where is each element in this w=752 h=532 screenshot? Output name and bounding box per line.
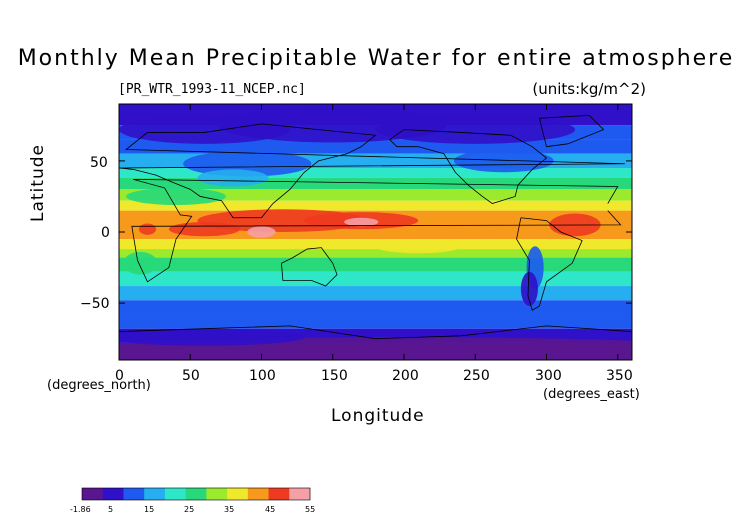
colorbar-swatch xyxy=(164,488,187,500)
colorbar-label: 35 xyxy=(224,505,235,514)
coastline xyxy=(389,129,548,204)
heatmap-region xyxy=(197,169,269,187)
heatmap-region xyxy=(520,271,538,306)
colorbar-label: 25 xyxy=(184,505,195,514)
colorbar-label: 5 xyxy=(108,505,114,514)
lat-band xyxy=(119,168,632,178)
lat-band xyxy=(119,314,632,329)
colorbar-swatch xyxy=(289,488,311,500)
file-label: [PR_WTR_1993-11_NCEP.nc] xyxy=(118,82,306,97)
coastline xyxy=(281,247,338,287)
colorbar-swatch xyxy=(268,488,290,500)
colorbar-swatch xyxy=(123,488,145,500)
colorbar-swatch xyxy=(102,488,124,500)
x-tick-label: 300 xyxy=(535,368,562,384)
lat-band xyxy=(119,189,632,201)
heatmap-region xyxy=(247,226,276,238)
lat-band xyxy=(119,177,632,190)
colorbar-swatch xyxy=(227,488,249,500)
x-tick-label: 350 xyxy=(606,368,633,384)
lat-band xyxy=(119,286,632,301)
heatmap-region xyxy=(138,223,157,235)
heatmap-region xyxy=(344,217,379,227)
heatmap-regions xyxy=(119,108,632,355)
x-tick-label: 100 xyxy=(249,368,276,384)
y-tick-label: −50 xyxy=(80,296,110,312)
y-unit-note: (degrees_north) xyxy=(47,378,151,393)
units-label: (units:kg/m^2) xyxy=(532,80,646,98)
x-tick-label: 0 xyxy=(115,368,124,384)
heatmap-region xyxy=(119,328,305,346)
coastlines xyxy=(119,114,632,340)
heatmap-region xyxy=(375,239,461,254)
colorbar xyxy=(81,487,311,501)
lat-band xyxy=(119,200,632,211)
y-axis-title: Latitude xyxy=(28,144,48,222)
colorbar-label: 15 xyxy=(144,505,155,514)
x-tick-marks xyxy=(118,104,619,360)
heatmap-region xyxy=(123,251,158,275)
chart-title: Monthly Mean Precipitable Water for enti… xyxy=(17,46,735,71)
heatmap-region xyxy=(453,149,554,173)
colorbar-swatch xyxy=(82,488,104,500)
x-unit-note: (degrees_east) xyxy=(543,387,640,402)
x-tick-label: 200 xyxy=(392,368,419,384)
x-tick-label: 250 xyxy=(463,368,490,384)
x-axis-title: Longitude xyxy=(331,406,425,426)
coastline xyxy=(538,114,605,148)
y-tick-label: 0 xyxy=(101,225,110,241)
coastline xyxy=(119,325,632,340)
colorbar-swatch xyxy=(206,488,228,500)
lat-band xyxy=(119,249,632,258)
lat-band xyxy=(119,300,632,315)
colorbar-label: 55 xyxy=(305,505,316,514)
y-tick-marks xyxy=(119,160,632,304)
colorbar-label: -1.86 xyxy=(70,505,91,514)
coastline xyxy=(516,217,583,311)
colorbar-frame xyxy=(81,487,311,501)
colorbar-swatch xyxy=(185,488,207,500)
lat-band xyxy=(119,271,632,287)
heatmap-region xyxy=(183,150,312,177)
heatmap-region xyxy=(126,187,226,205)
heatmap-region xyxy=(168,222,241,237)
heatmap-region xyxy=(375,115,575,144)
colorbar-swatch xyxy=(144,488,166,500)
heatmap-region xyxy=(119,115,290,144)
x-tick-label: 150 xyxy=(321,368,348,384)
colorbar-label: 45 xyxy=(265,505,276,514)
colorbar-swatch xyxy=(247,488,270,500)
y-tick-label: 50 xyxy=(90,155,108,171)
lat-band xyxy=(119,257,632,272)
coastline xyxy=(119,123,625,219)
x-tick-label: 50 xyxy=(182,368,200,384)
coastline xyxy=(131,178,622,283)
lat-band xyxy=(119,239,632,250)
